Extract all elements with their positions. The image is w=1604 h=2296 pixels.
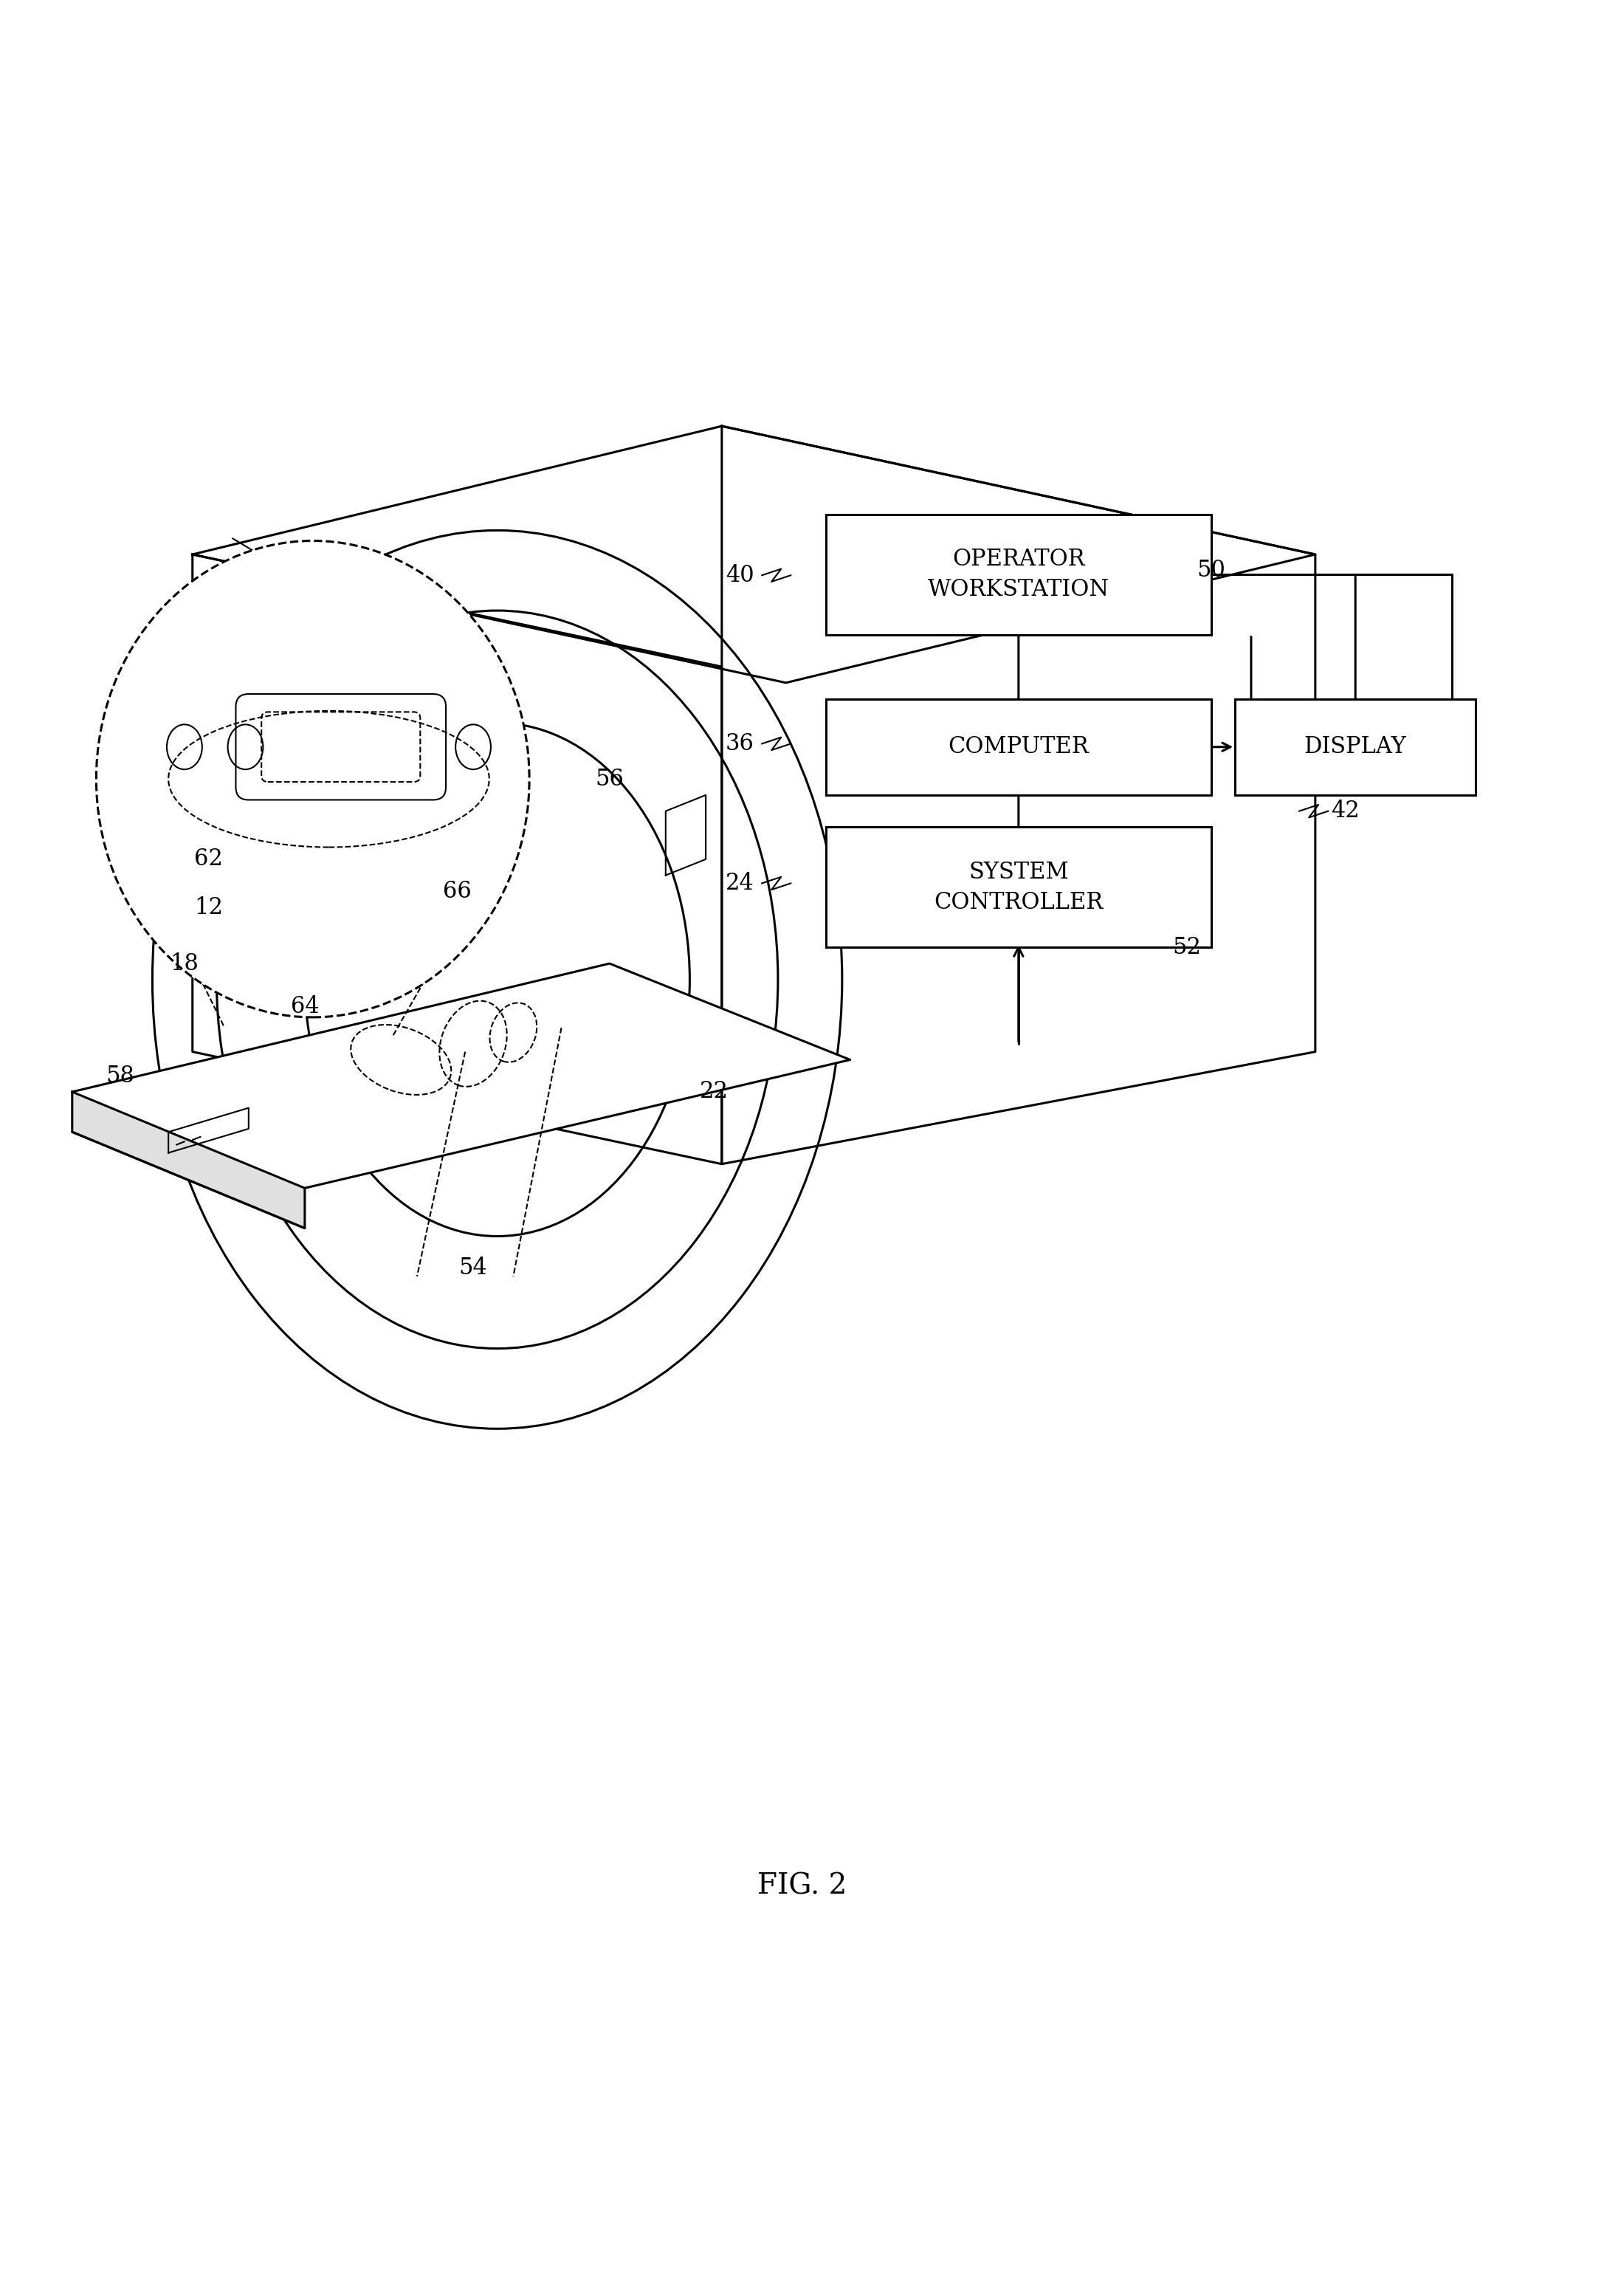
- Text: 24: 24: [725, 872, 754, 895]
- Polygon shape: [72, 964, 850, 1187]
- Text: 54: 54: [459, 1256, 488, 1279]
- Text: FIG. 2: FIG. 2: [757, 1871, 847, 1899]
- FancyBboxPatch shape: [826, 514, 1211, 634]
- Text: COMPUTER: COMPUTER: [948, 735, 1089, 758]
- Text: 40: 40: [725, 565, 754, 588]
- Text: OPERATOR
WORKSTATION: OPERATOR WORKSTATION: [927, 549, 1110, 602]
- Text: 66: 66: [443, 879, 472, 902]
- Text: 36: 36: [725, 732, 754, 755]
- Text: 64: 64: [290, 996, 319, 1017]
- Text: 42: 42: [1331, 799, 1360, 822]
- Text: 56: 56: [595, 767, 624, 790]
- Text: 52: 52: [1173, 937, 1201, 960]
- Ellipse shape: [96, 542, 529, 1017]
- Text: 62: 62: [194, 847, 223, 870]
- FancyBboxPatch shape: [826, 698, 1211, 794]
- Text: DISPLAY: DISPLAY: [1304, 735, 1407, 758]
- FancyBboxPatch shape: [1235, 698, 1476, 794]
- Text: 22: 22: [699, 1081, 728, 1104]
- Text: SYSTEM
CONTROLLER: SYSTEM CONTROLLER: [934, 861, 1104, 914]
- Text: 12: 12: [194, 895, 223, 918]
- FancyBboxPatch shape: [826, 827, 1211, 948]
- Text: 58: 58: [106, 1065, 135, 1088]
- Text: 50: 50: [1197, 558, 1225, 581]
- Text: 18: 18: [170, 953, 199, 976]
- Polygon shape: [72, 1093, 305, 1228]
